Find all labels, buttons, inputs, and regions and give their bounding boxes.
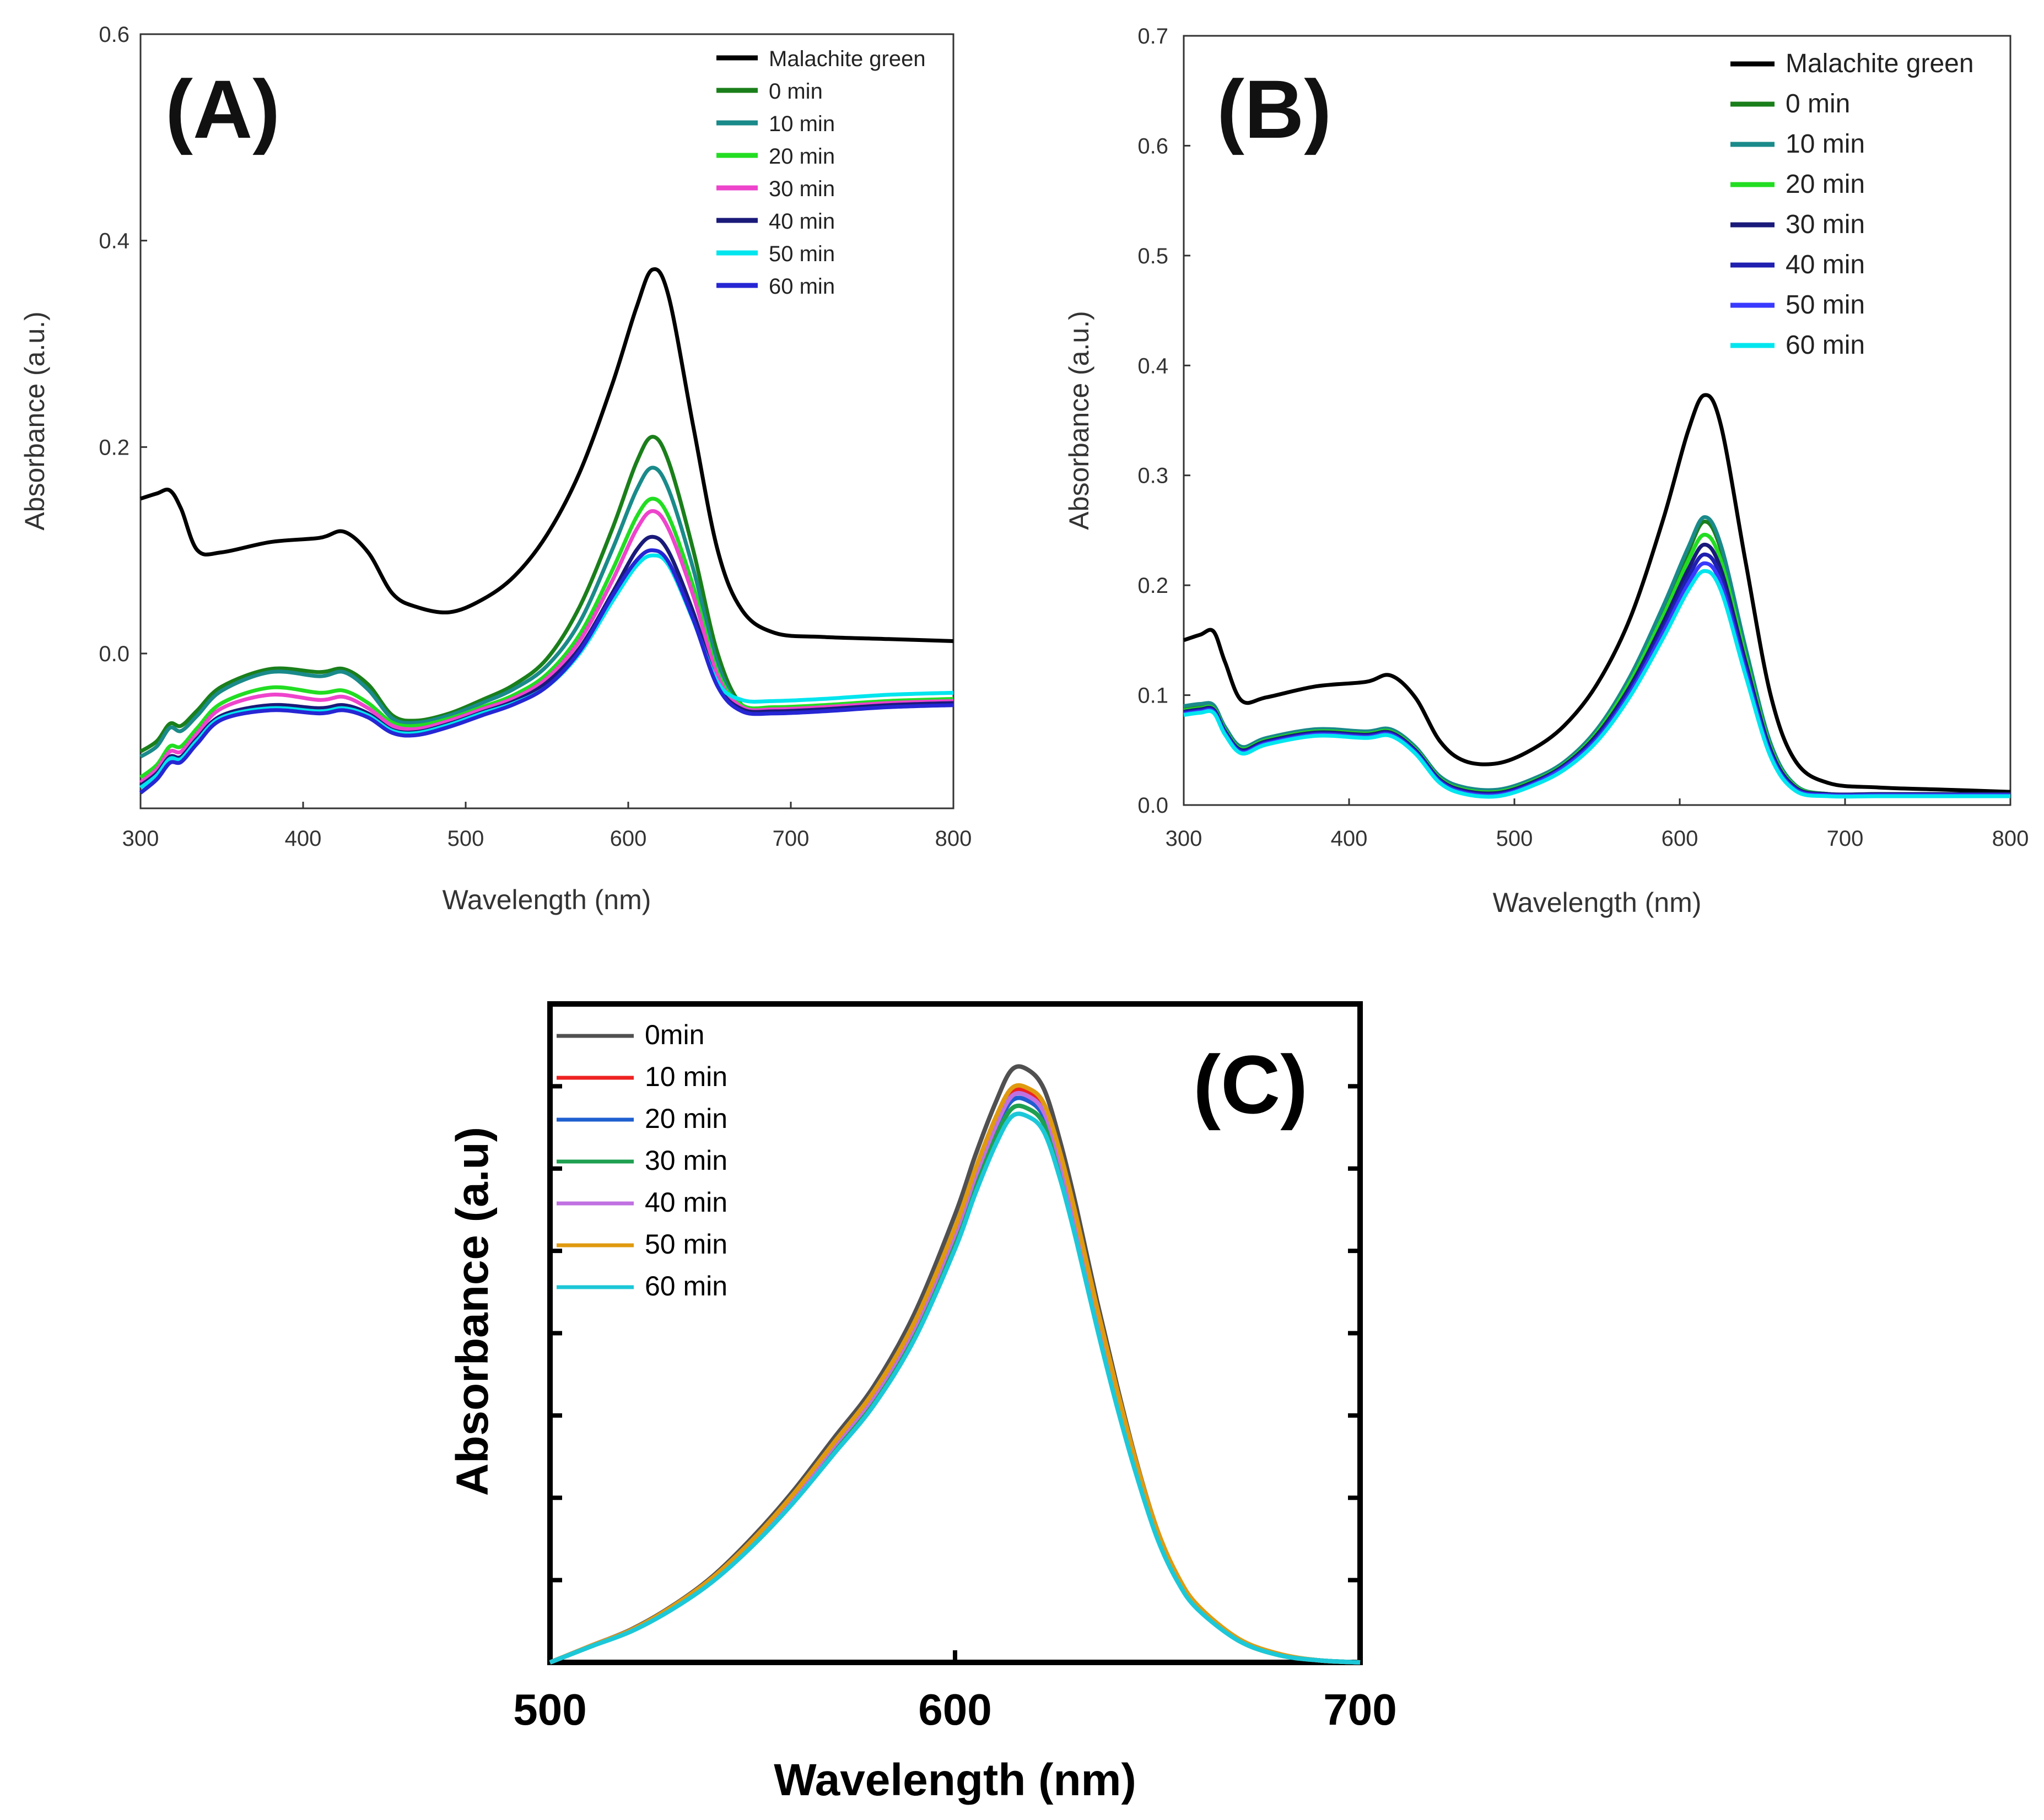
panel-b-ytick-label: 0.6 bbox=[1137, 134, 1168, 158]
panel-a: 300 400 500 600 700 800 0.0 0.2 0.4 0.6 (A) Wavel… bbox=[19, 23, 972, 915]
panel-a-xtick-label: 700 bbox=[773, 827, 810, 851]
panel-a-ytick-label: 0.0 bbox=[99, 642, 130, 666]
panel-c-ticks: 500 600 700 bbox=[513, 1002, 1397, 1734]
panel-a-legend-label: 20 min bbox=[769, 144, 835, 169]
panel-c-xtick-label: 700 bbox=[1323, 1685, 1396, 1734]
panel-a-ticks: 300 400 500 600 700 800 0.0 0.2 0.4 0.6 bbox=[99, 23, 972, 851]
panel-a-frame bbox=[139, 33, 954, 809]
panel-a-xtick-label: 500 bbox=[447, 827, 484, 851]
panel-b-xtick-label: 500 bbox=[1496, 827, 1533, 851]
panel-b-xtick-label: 700 bbox=[1827, 827, 1864, 851]
panel-a-xtick-label: 400 bbox=[285, 827, 322, 851]
panel-b-xtick-label: 800 bbox=[1992, 827, 2029, 851]
panel-a-xlabel: Wavelength (nm) bbox=[443, 884, 651, 915]
panel-a-legend-label: 50 min bbox=[769, 242, 835, 266]
panel-b-legend-label: 30 min bbox=[1786, 210, 1865, 239]
panel-b-xtick-label: 400 bbox=[1331, 827, 1368, 851]
panel-a-series-line-7 bbox=[139, 548, 954, 795]
panel-a-legend-label: 0 min bbox=[769, 79, 823, 104]
panel-c-xtick-label: 500 bbox=[513, 1685, 586, 1734]
panel-a-legend-label: Malachite green bbox=[769, 47, 926, 71]
panel-b-legend-label: 20 min bbox=[1786, 170, 1865, 199]
panel-a-xtick-label: 600 bbox=[610, 827, 647, 851]
panel-a-xtick-label: 800 bbox=[935, 827, 972, 851]
panel-a-ytick-label: 0.6 bbox=[99, 23, 130, 47]
panel-b-frame bbox=[1183, 35, 2011, 806]
panel-b: 300 400 500 600 700 800 0.0 0.1 0.2 0.3 0.4 0.5 0.6 0… bbox=[1064, 24, 2029, 918]
panel-c-label: (C) bbox=[1193, 1038, 1308, 1131]
panel-c-legend-label: 20 min bbox=[645, 1103, 727, 1134]
panel-c-series-line-6 bbox=[549, 1111, 1361, 1665]
panel-c-legend-label: 10 min bbox=[645, 1061, 727, 1092]
panel-a-label: (A) bbox=[165, 63, 280, 155]
panel-b-ytick-label: 0.7 bbox=[1137, 24, 1168, 48]
panel-b-xtick-label: 300 bbox=[1166, 827, 1202, 851]
panel-c-legend-label: 50 min bbox=[645, 1229, 727, 1260]
panel-a-ytick-label: 0.2 bbox=[99, 435, 130, 460]
panel-c-series bbox=[549, 1064, 1361, 1665]
panel-b-series bbox=[1183, 393, 2011, 799]
panel-c-xlabel: Wavelength (nm) bbox=[774, 1755, 1136, 1805]
panel-c-legend-label: 60 min bbox=[645, 1271, 727, 1301]
panel-a-ylabel: Absorbance (a.u.) bbox=[19, 311, 50, 530]
panel-b-legend: Malachite green 0 min 10 min 20 min 30 min 40… bbox=[1730, 49, 1974, 360]
panel-a-series-line-4 bbox=[139, 509, 954, 784]
panel-b-legend-label: 60 min bbox=[1786, 331, 1865, 360]
panel-a-legend-label: 60 min bbox=[769, 274, 835, 299]
panel-c-legend-label: 40 min bbox=[645, 1187, 727, 1218]
panel-c-legend-label: 30 min bbox=[645, 1145, 727, 1176]
panel-b-legend-label: 0 min bbox=[1786, 89, 1850, 118]
panel-b-legend-label: Malachite green bbox=[1786, 49, 1974, 78]
panel-b-ytick-label: 0.0 bbox=[1137, 793, 1168, 818]
panel-b-label: (B) bbox=[1217, 63, 1331, 155]
panel-c-legend: 0min 10 min 20 min 30 min 40 min 50 min 60 min bbox=[557, 1019, 727, 1301]
panel-a-series-line-0 bbox=[139, 267, 954, 643]
panel-a-series bbox=[139, 267, 954, 795]
panel-b-ytick-label: 0.1 bbox=[1137, 684, 1168, 708]
panel-b-ytick-label: 0.2 bbox=[1137, 574, 1168, 598]
panel-b-ylabel: Absorbance (a.u.) bbox=[1064, 311, 1094, 530]
panel-c-xtick-label: 600 bbox=[918, 1685, 991, 1734]
panel-a-xtick-label: 300 bbox=[122, 827, 159, 851]
panel-a-legend-label: 30 min bbox=[769, 177, 835, 201]
panel-a-legend-label: 10 min bbox=[769, 112, 835, 136]
panel-b-xtick-label: 600 bbox=[1662, 827, 1698, 851]
panel-b-legend-label: 10 min bbox=[1786, 129, 1865, 159]
panel-b-legend-label: 40 min bbox=[1786, 250, 1865, 279]
panel-b-ytick-label: 0.3 bbox=[1137, 464, 1168, 488]
panel-a-legend: Malachite green 0 min 10 min 20 min 30 min 40… bbox=[716, 47, 926, 299]
panel-a-ytick-label: 0.4 bbox=[99, 229, 130, 253]
panel-b-ticks: 300 400 500 600 700 800 0.0 0.1 0.2 0.3 0.4 0.5 0.6 0… bbox=[1137, 24, 2029, 851]
panel-c: 500 600 700 (C) Wavelength (nm) Absorbance… bbox=[447, 1001, 1397, 1805]
panel-c-ylabel: Absorbance (a.u) bbox=[447, 1127, 498, 1496]
panel-c-legend-label: 0min bbox=[645, 1019, 704, 1050]
panel-b-ytick-label: 0.4 bbox=[1137, 354, 1168, 378]
panel-b-legend-label: 50 min bbox=[1786, 290, 1865, 320]
panel-a-legend-label: 40 min bbox=[769, 209, 835, 234]
panel-b-series-line-0 bbox=[1183, 393, 2011, 794]
panel-b-xlabel: Wavelength (nm) bbox=[1493, 887, 1702, 918]
panel-b-ytick-label: 0.5 bbox=[1137, 244, 1168, 268]
panel-c-series-line-5 bbox=[549, 1083, 1361, 1665]
panel-b-series-line-7 bbox=[1183, 569, 2010, 799]
